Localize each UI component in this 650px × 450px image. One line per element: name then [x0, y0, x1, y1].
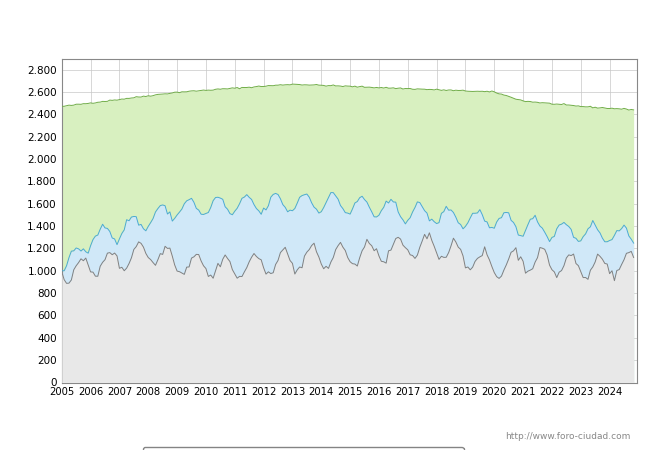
- Text: Hervás - Evolucion de la poblacion en edad de Trabajar Noviembre de 2024: Hervás - Evolucion de la poblacion en ed…: [88, 18, 562, 31]
- Text: http://www.foro-ciudad.com: http://www.foro-ciudad.com: [505, 432, 630, 441]
- Legend: Ocupados, Parados, Hab. entre 16-64: Ocupados, Parados, Hab. entre 16-64: [143, 446, 463, 450]
